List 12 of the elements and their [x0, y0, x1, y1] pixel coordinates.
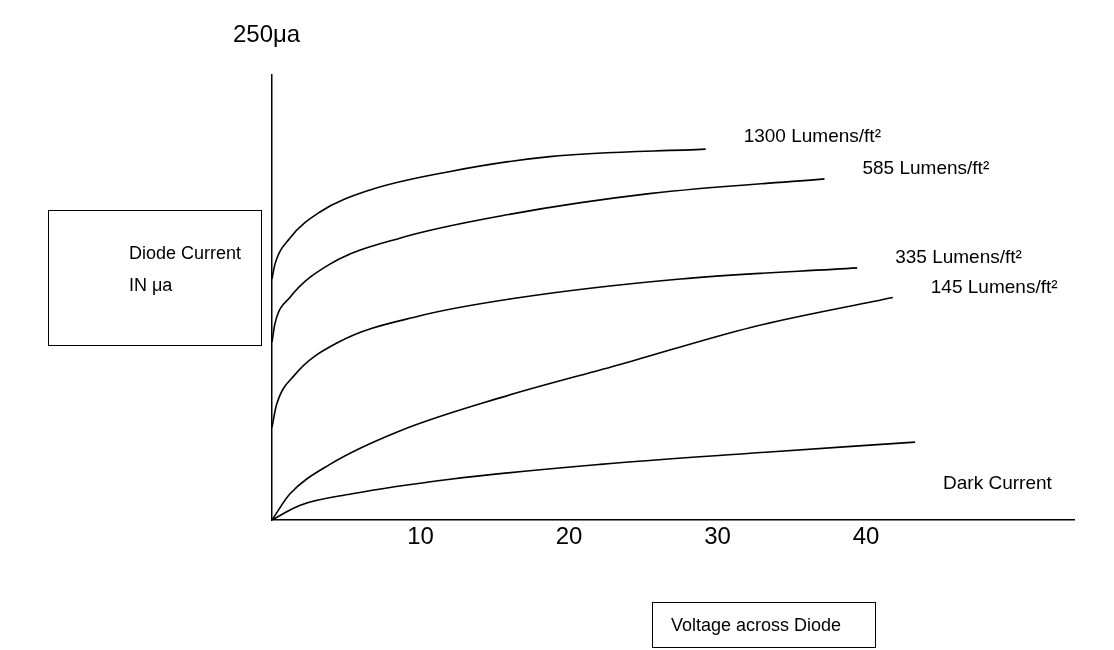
x-axis-title: Voltage across Diode — [652, 602, 876, 648]
text: 585 Lumens/ft² — [862, 157, 990, 179]
x-tick-label: 20 — [555, 522, 583, 550]
text: 145 Lumens/ft² — [930, 275, 1058, 297]
x-tick-label: 30 — [704, 522, 731, 550]
text: 335 Lumens/ft² — [895, 246, 1022, 268]
text: 250μa — [233, 20, 301, 48]
y-axis-title: Diode Current IN μa — [129, 242, 243, 297]
text: 1300 Lumens/ft² — [743, 125, 881, 147]
text: Dark Current — [943, 472, 1053, 494]
x-tick-label: 40 — [852, 522, 880, 550]
x-tick-label: 10 — [407, 522, 434, 550]
